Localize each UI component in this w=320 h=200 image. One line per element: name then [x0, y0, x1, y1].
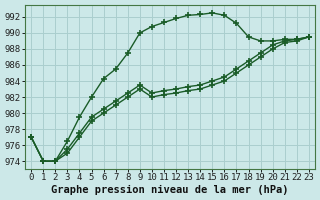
X-axis label: Graphe pression niveau de la mer (hPa): Graphe pression niveau de la mer (hPa) [51, 185, 289, 195]
